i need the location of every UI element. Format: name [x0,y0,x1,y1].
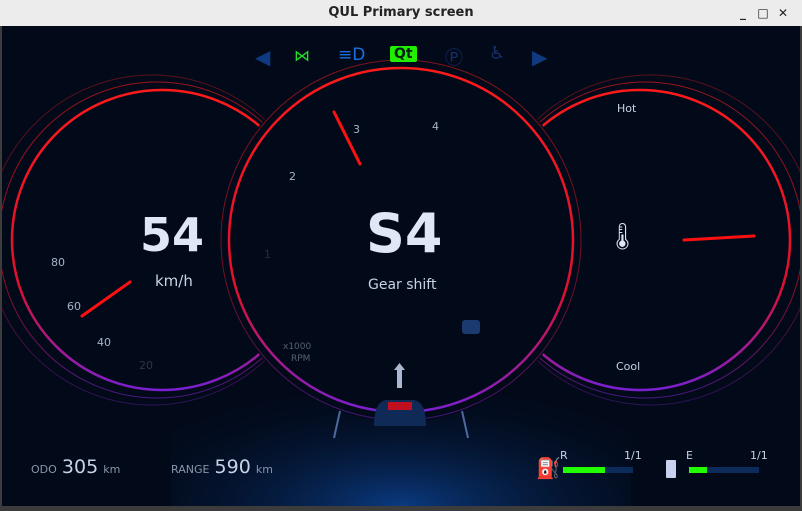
title-bar: QUL Primary screen _ □ ✕ [0,0,802,26]
battery-bar [689,467,759,473]
range: RANGE 590 km [171,456,273,478]
rpm-needle [332,110,362,166]
odo-unit: km [103,463,121,476]
coolant-temp-icon: 🌡 [606,222,640,252]
range-label: RANGE [171,463,210,476]
speed-tick: 20 [139,359,153,372]
odometer: ODO 305 km [31,456,120,478]
gear-label: Gear shift [368,277,437,293]
fuel-value: 1/1 [624,449,642,462]
speed-tick: 40 [97,336,111,349]
gauges-graphics [2,58,800,506]
car-ahead-icon [462,320,480,334]
turn-right-icon: ▶ [532,45,548,69]
car-icon [374,363,426,426]
speed-needle [80,280,132,318]
rpm-tick: 3 [353,123,360,136]
maximize-button[interactable]: □ [757,6,769,20]
rpm-unit: x1000 [283,342,312,352]
battery-label: E [686,449,693,462]
odo-label: ODO [31,463,57,476]
turn-left-icon: ◀ [255,45,271,69]
fuel-bar-fill [563,467,605,473]
parking-brake-icon: Ⓟ [445,48,463,69]
fuel-label: R [560,449,568,462]
airbag-icon: ♿ [489,43,506,64]
fog-light-icon: ⋈ [294,46,310,65]
rpm-tick: 1 [264,248,271,261]
speed-value: 54 [140,208,205,262]
range-value: 590 [214,456,251,478]
speed-tick: 80 [51,256,65,269]
rpm-tick: 4 [432,120,439,133]
lane-markings [333,410,469,439]
rpm-unit: RPM [291,354,311,364]
cluster-screen: ◀ ⋈ ≡D Qt Ⓟ ♿ ▶ 54 km/h 80 60 40 20 S4 G… [2,26,800,506]
close-button[interactable]: ✕ [777,6,789,20]
temp-needle [682,234,756,242]
qt-logo: Qt [390,46,417,62]
battery-icon [666,460,676,478]
fuel-pump-icon: ⛽ [536,456,561,480]
rpm-tick: 2 [289,170,296,183]
fuel-bar [563,467,633,473]
gear-value: S4 [366,202,443,265]
temp-cool-label: Cool [616,360,641,373]
minimize-button[interactable]: _ [740,6,746,20]
battery-value: 1/1 [750,449,768,462]
odo-value: 305 [61,456,99,478]
headlight-icon: ≡D [338,45,366,65]
window-title: QUL Primary screen [328,5,474,20]
temp-hot-label: Hot [617,102,637,115]
speed-tick: 60 [67,300,81,313]
range-unit: km [255,463,273,476]
rpm-gauge-bg [219,58,583,422]
speed-unit: km/h [155,272,193,290]
battery-bar-fill [689,467,707,473]
